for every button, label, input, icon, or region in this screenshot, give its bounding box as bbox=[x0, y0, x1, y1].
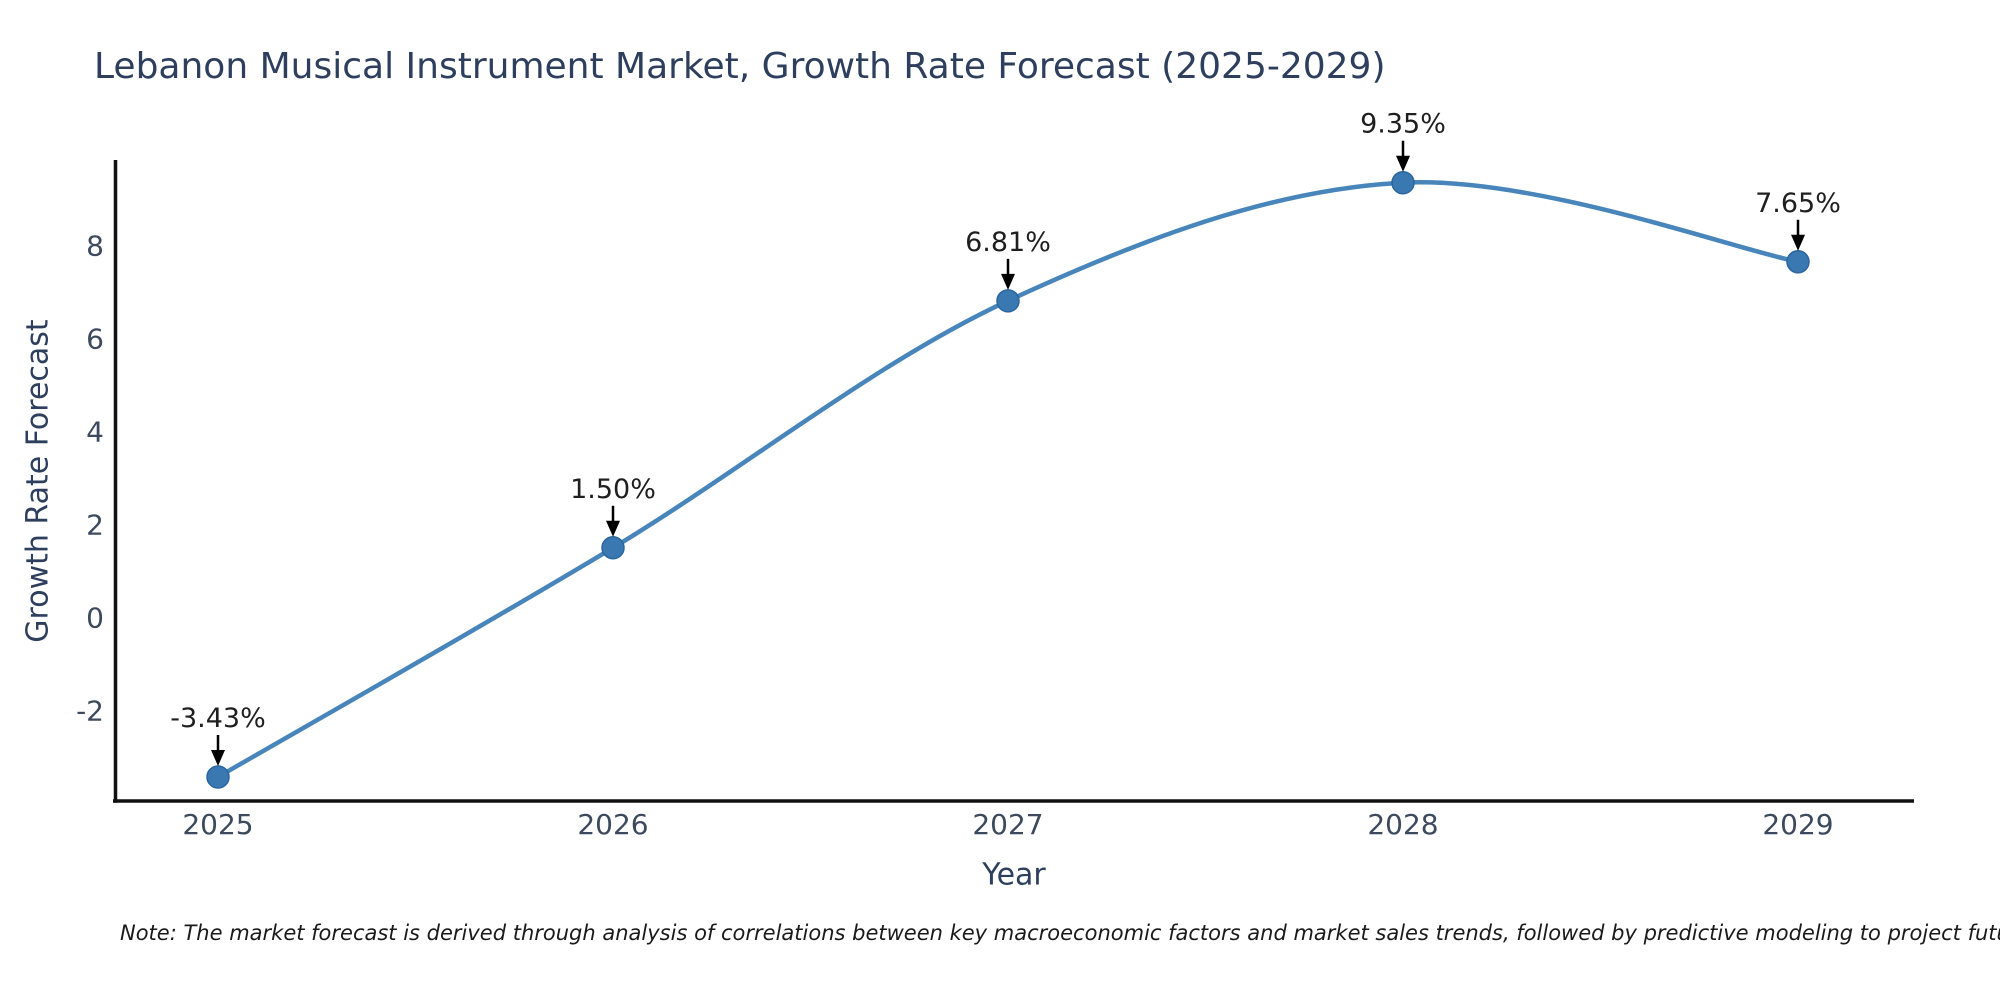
data-point bbox=[1391, 170, 1415, 195]
x-axis-label: Year bbox=[982, 857, 1046, 893]
annotation-arrow-head bbox=[211, 749, 225, 766]
data-point bbox=[601, 536, 625, 560]
data-point bbox=[1786, 250, 1810, 274]
annotation-arrow-head bbox=[1791, 234, 1805, 251]
y-tick-label: 0 bbox=[86, 602, 104, 635]
y-tick-label: 4 bbox=[86, 416, 104, 449]
point-annotation-label: 9.35% bbox=[1360, 109, 1446, 140]
y-axis-label: Growth Rate Forecast bbox=[20, 319, 56, 643]
data-point bbox=[206, 765, 230, 789]
point-annotation-label: 6.81% bbox=[965, 227, 1051, 258]
x-tick-label: 2026 bbox=[577, 808, 648, 841]
point-annotation-label: -3.43% bbox=[170, 703, 266, 734]
y-tick-label: -2 bbox=[76, 695, 104, 728]
x-tick-label: 2028 bbox=[1367, 808, 1438, 841]
point-annotation-label: 7.65% bbox=[1755, 188, 1841, 219]
data-point bbox=[996, 289, 1020, 313]
x-tick-label: 2025 bbox=[182, 808, 253, 841]
footnote: Note: The market forecast is derived thr… bbox=[120, 921, 2000, 945]
x-tick-label: 2027 bbox=[972, 808, 1043, 841]
annotation-arrow-head bbox=[1001, 273, 1015, 290]
y-tick-label: 8 bbox=[86, 230, 104, 263]
x-tick-label: 2029 bbox=[1762, 808, 1833, 841]
annotation-arrow-head bbox=[1396, 155, 1410, 172]
chart-title: Lebanon Musical Instrument Market, Growt… bbox=[94, 46, 1386, 87]
annotation-arrow-head bbox=[606, 520, 620, 537]
y-tick-label: 2 bbox=[86, 509, 104, 542]
y-tick-label: 6 bbox=[86, 323, 104, 356]
point-annotation-label: 1.50% bbox=[570, 474, 656, 505]
